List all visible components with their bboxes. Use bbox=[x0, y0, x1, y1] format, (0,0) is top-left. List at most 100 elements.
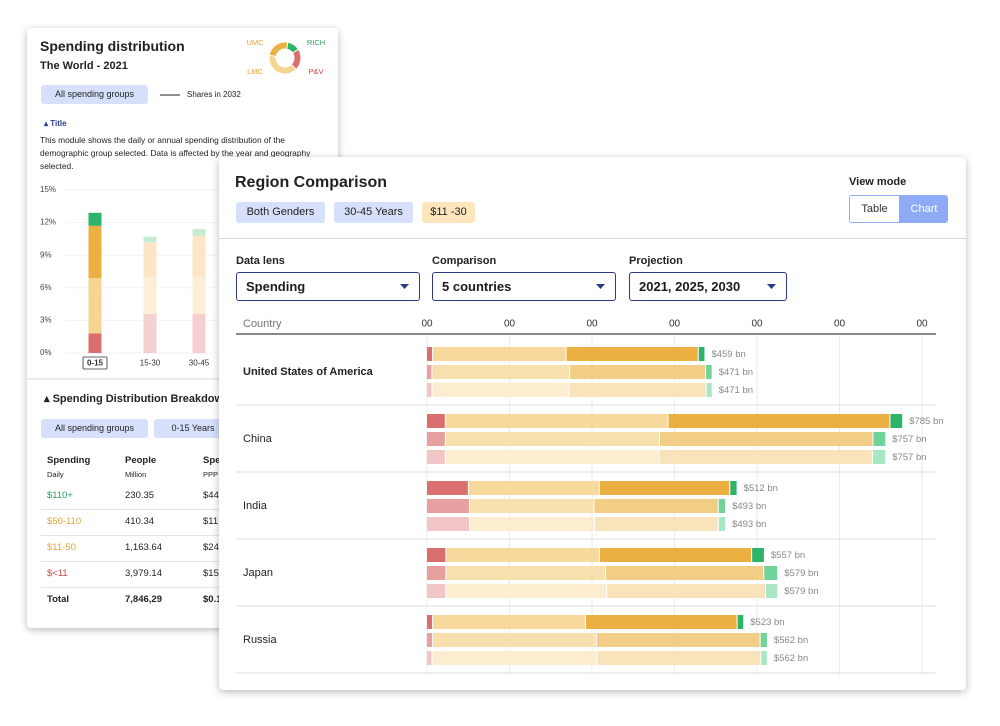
section-header[interactable]: ▴ Spending Distribution Breakdown bbox=[44, 392, 230, 405]
toggle-label: Title bbox=[50, 119, 67, 128]
caret bbox=[767, 284, 776, 289]
bar-segment bbox=[468, 481, 599, 495]
donut-label: UMC bbox=[246, 38, 264, 47]
bar-segment bbox=[427, 481, 468, 495]
x-tick-label: 00 bbox=[669, 319, 681, 330]
row-separator bbox=[41, 587, 331, 588]
bar-segment bbox=[605, 566, 764, 580]
x-tick-label: 0-15 bbox=[87, 359, 104, 368]
column-subheader: PPP bbox=[203, 470, 219, 479]
bar-segment bbox=[427, 517, 470, 531]
bar-segment bbox=[761, 651, 767, 665]
bar-segment bbox=[427, 499, 470, 513]
x-tick-label: 00 bbox=[421, 319, 433, 330]
bar-segment bbox=[566, 347, 698, 361]
dropdown[interactable]: Spending bbox=[236, 272, 420, 301]
caret bbox=[400, 284, 409, 289]
x-tick-label: 00 bbox=[916, 319, 928, 330]
caret-icon bbox=[767, 284, 776, 289]
total-label: $459 bn bbox=[711, 349, 745, 360]
bar-segment bbox=[433, 347, 566, 361]
bar-segment bbox=[570, 365, 706, 379]
total-label: $557 bn bbox=[771, 550, 805, 561]
x-tick-label: 15-30 bbox=[140, 359, 161, 368]
total-label: $493 bn bbox=[732, 501, 766, 512]
filter-label: Data lens bbox=[236, 255, 285, 267]
dropdown[interactable]: 2021, 2025, 2030 bbox=[629, 272, 787, 301]
filter-chip[interactable]: 30-45 Years bbox=[334, 202, 413, 223]
caret-icon bbox=[596, 284, 605, 289]
bar-segment bbox=[88, 212, 102, 226]
filter-chip[interactable]: All spending groups bbox=[41, 85, 148, 104]
bar-segment bbox=[446, 548, 599, 562]
country-name: Japan bbox=[243, 567, 273, 579]
table-cell: $50-110 bbox=[47, 516, 82, 527]
country-name: Russia bbox=[243, 634, 278, 646]
total-label: $579 bn bbox=[784, 586, 818, 597]
x-tick-label: 00 bbox=[504, 319, 516, 330]
row-separator bbox=[41, 561, 331, 562]
collapse-toggle[interactable]: ▴ Title bbox=[44, 119, 67, 128]
bar-segment bbox=[427, 414, 445, 428]
bar-segment bbox=[596, 633, 760, 647]
row-separator bbox=[41, 509, 331, 510]
table-cell: $11-50 bbox=[47, 542, 76, 553]
filter-chip[interactable]: All spending groups bbox=[41, 419, 148, 438]
y-tick-label: 9% bbox=[40, 250, 52, 259]
bar-segment bbox=[599, 481, 730, 495]
bar-segment bbox=[698, 347, 705, 361]
bar-segment bbox=[433, 615, 585, 629]
bar-segment bbox=[599, 548, 752, 562]
toggle-option[interactable]: Chart bbox=[899, 196, 947, 222]
dropdown-value: Spending bbox=[246, 279, 306, 294]
bar-segment bbox=[143, 242, 157, 277]
total-label: $512 bn bbox=[744, 483, 778, 494]
bar-segment bbox=[433, 633, 596, 647]
column-header: People bbox=[125, 455, 157, 466]
bar-segment bbox=[88, 225, 102, 279]
table-cell: $<11 bbox=[47, 568, 68, 579]
bar-segment bbox=[760, 633, 767, 647]
table-cell: 230.35 bbox=[125, 490, 155, 501]
country-name: China bbox=[243, 433, 273, 445]
filter-chip[interactable]: Both Genders bbox=[236, 202, 325, 223]
description: This module shows the daily or annual sp… bbox=[40, 135, 311, 171]
filter-chip[interactable]: $11 -30 bbox=[422, 202, 475, 223]
total-label: $471 bn bbox=[719, 385, 753, 396]
total-label: $579 bn bbox=[784, 568, 818, 579]
bar-segment bbox=[427, 615, 433, 629]
filter-chip[interactable]: 0-15 Years bbox=[154, 419, 232, 438]
y-tick-label: 3% bbox=[40, 316, 52, 325]
legend-label: Shares in 2032 bbox=[187, 90, 241, 99]
donut-slice bbox=[268, 41, 289, 58]
spending-graphics: RICH P&V LMC UMC 0% 3% 6% 9% 12% 15% 0-15 15-30 30-4… bbox=[27, 38, 338, 380]
total-label: $785 bn bbox=[909, 416, 943, 427]
view-toggle: Table Chart bbox=[849, 195, 948, 223]
table-cell: $0.1 bbox=[203, 594, 222, 605]
bar-segment bbox=[143, 276, 157, 314]
bar-segment bbox=[445, 450, 659, 464]
bar-segment bbox=[446, 566, 605, 580]
bar-segment bbox=[427, 432, 445, 446]
total-label: $757 bn bbox=[892, 452, 926, 463]
bar-segment bbox=[432, 651, 597, 665]
bar-segment bbox=[764, 566, 778, 580]
table-cell: 3,979.14 bbox=[125, 568, 162, 579]
caret bbox=[596, 284, 605, 289]
donut-label: RICH bbox=[307, 38, 325, 47]
table-cell: 1,163.64 bbox=[125, 542, 162, 553]
donut-slice bbox=[268, 54, 297, 75]
bar-segment bbox=[192, 276, 206, 314]
caret-icon bbox=[400, 284, 409, 289]
bar-segment bbox=[668, 414, 890, 428]
table-cell: 7,846,29 bbox=[125, 594, 162, 605]
x-tick-label: 30-45 bbox=[189, 359, 210, 368]
bar-segment bbox=[445, 414, 668, 428]
toggle-option[interactable]: Table bbox=[850, 196, 899, 222]
total-label: $757 bn bbox=[892, 434, 926, 445]
bar-segment bbox=[432, 383, 569, 397]
card-title: Region Comparison bbox=[235, 174, 388, 191]
dropdown[interactable]: 5 countries bbox=[432, 272, 616, 301]
column-subheader: Daily bbox=[47, 470, 64, 479]
bar-segment bbox=[659, 432, 873, 446]
